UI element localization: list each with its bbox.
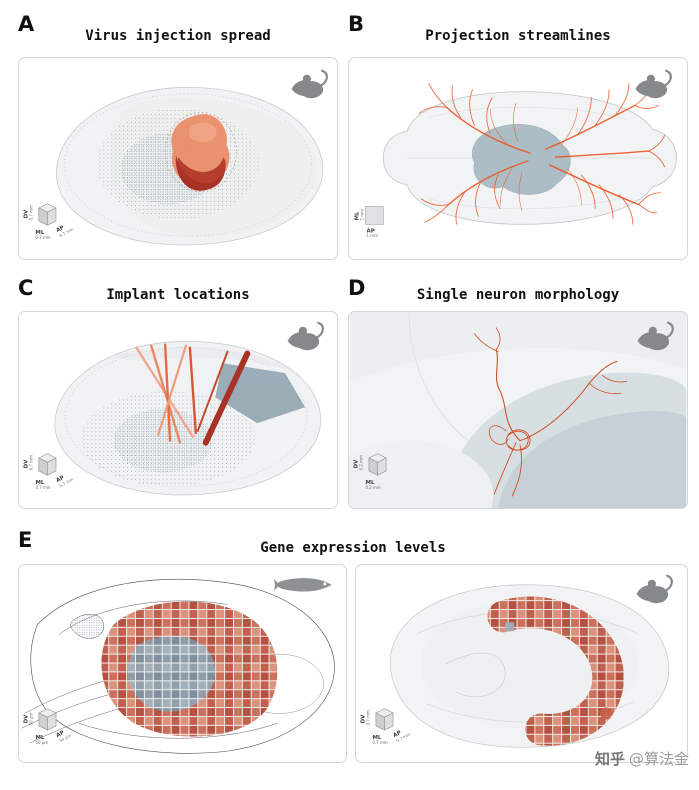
axis-ml-value: 0.7 mm bbox=[373, 740, 388, 745]
scale-cube: DV 0.7 mm ML 0.7 mm AP 0.7 mm bbox=[23, 203, 74, 240]
scale-cube: DV 50 µm ML 50 µm AP 50 µm bbox=[24, 708, 72, 745]
scale-square-icon bbox=[365, 206, 384, 225]
panel-a-title: Virus injection spread bbox=[85, 28, 271, 44]
panel-d-title: Single neuron morphology bbox=[416, 287, 620, 303]
mouse-icon bbox=[290, 69, 328, 100]
mouse-icon bbox=[634, 69, 672, 100]
axis-dv-value: 0.7 mm bbox=[366, 710, 371, 725]
implant-probes bbox=[135, 343, 251, 446]
axis-dv: DV bbox=[354, 459, 360, 469]
panel-e-left-render: DV 50 µm ML 50 µm AP 50 µm bbox=[21, 578, 335, 754]
panel-b-letter: B bbox=[348, 12, 365, 36]
pointcloud-region bbox=[80, 391, 256, 487]
axis-dv-value: 0.2 mm bbox=[359, 455, 364, 470]
panel-c-letter: C bbox=[18, 276, 34, 300]
panel-d-letter: D bbox=[348, 276, 366, 300]
axis-ap: AP bbox=[55, 225, 65, 234]
watermark-handle: @算法金 bbox=[628, 750, 689, 768]
zoomed-brain-regions bbox=[349, 312, 687, 508]
panel-e-left-figure: DV 50 µm ML 50 µm AP 50 µm bbox=[18, 564, 347, 763]
axis-ml-value: 0.7 mm bbox=[35, 485, 50, 490]
orientation-cube-icon bbox=[38, 453, 57, 476]
axis-ap-value: 50 µm bbox=[58, 733, 72, 743]
panel-c-figure: DV 0.7 mm ML 0.7 mm AP 0.7 mm bbox=[18, 311, 338, 509]
gene-expression-voxels bbox=[101, 601, 278, 737]
axis-ml: ML bbox=[35, 230, 44, 236]
zebrafish-icon bbox=[274, 578, 332, 592]
gene-expression-voxel-arc bbox=[487, 596, 624, 746]
panel-d-figure: DV 0.2 mm ML 0.2 mm bbox=[348, 311, 688, 509]
orientation-cube-icon bbox=[38, 708, 57, 731]
panel-b-render: ML 1 mm AP 1 mm bbox=[355, 69, 677, 238]
axis-ml: ML bbox=[355, 211, 361, 220]
panel-e-title: Gene expression levels bbox=[260, 540, 446, 556]
axis-ml: ML bbox=[35, 735, 44, 741]
axis-dv-value: 0.7 mm bbox=[28, 205, 33, 220]
axis-ap-value: 0.7 mm bbox=[58, 476, 74, 488]
axis-ap-value: 0.7 mm bbox=[395, 731, 411, 743]
axis-ap: AP bbox=[392, 730, 402, 739]
axis-ml-value: 1 mm bbox=[360, 209, 365, 221]
panel-d-render: DV 0.2 mm ML 0.2 mm bbox=[349, 312, 687, 508]
axis-ml-value: 0.2 mm bbox=[366, 485, 381, 490]
axis-ap: AP bbox=[55, 475, 65, 484]
mouse-icon bbox=[635, 574, 673, 605]
scale-cube: DV 0.7 mm ML 0.7 mm AP 0.7 mm bbox=[361, 708, 411, 745]
panel-c-render: DV 0.7 mm ML 0.7 mm AP 0.7 mm bbox=[24, 321, 324, 496]
axis-ml: ML bbox=[373, 735, 382, 741]
axis-ap-value: 1 mm bbox=[367, 233, 379, 238]
scale-cube: DV 0.7 mm ML 0.7 mm AP 0.7 mm bbox=[24, 453, 74, 490]
axis-ap-value: 0.7 mm bbox=[58, 226, 74, 238]
panel-e-right-render: DV 0.7 mm ML 0.7 mm AP 0.7 mm bbox=[361, 574, 673, 748]
axis-dv: DV bbox=[361, 714, 367, 724]
panel-a-letter: A bbox=[18, 12, 35, 36]
panel-e-letter: E bbox=[18, 528, 33, 552]
axis-dv: DV bbox=[24, 459, 30, 469]
scale-cube: DV 0.2 mm ML 0.2 mm bbox=[354, 453, 387, 490]
panel-b-figure: ML 1 mm AP 1 mm bbox=[348, 57, 688, 260]
orientation-cube-icon bbox=[375, 708, 394, 731]
axis-ml-value: 0.7 mm bbox=[35, 235, 50, 240]
virus-injection-blob bbox=[164, 112, 237, 193]
panel-e-right-figure: DV 0.7 mm ML 0.7 mm AP 0.7 mm bbox=[355, 564, 688, 763]
panel-a-render: DV 0.7 mm ML 0.7 mm AP 0.7 mm bbox=[23, 69, 328, 246]
axis-dv-value: 0.7 mm bbox=[28, 455, 33, 470]
single-neuron-trace bbox=[474, 327, 628, 497]
axis-ml-value: 50 µm bbox=[35, 740, 48, 745]
axis-ml: ML bbox=[35, 480, 44, 486]
projection-streamlines bbox=[418, 83, 665, 225]
panel-a-figure: DV 0.7 mm ML 0.7 mm AP 0.7 mm bbox=[18, 57, 338, 260]
axis-dv-value: 50 µm bbox=[29, 713, 34, 726]
axis-ml: ML bbox=[366, 480, 375, 486]
watermark-brand: 知乎 bbox=[594, 750, 625, 768]
panel-c-title: Implant locations bbox=[106, 287, 250, 303]
orientation-cube-icon bbox=[38, 203, 57, 226]
watermark: 知乎 @算法金 bbox=[595, 748, 689, 769]
axis-dv: DV bbox=[23, 209, 29, 219]
scale-square: ML 1 mm AP 1 mm bbox=[355, 206, 384, 238]
mouse-icon bbox=[286, 321, 324, 352]
panel-b-title: Projection streamlines bbox=[425, 28, 611, 44]
axis-ap: AP bbox=[367, 228, 375, 234]
axis-dv: DV bbox=[24, 714, 30, 724]
orientation-cube-icon bbox=[368, 453, 387, 476]
axis-ap: AP bbox=[55, 730, 65, 739]
